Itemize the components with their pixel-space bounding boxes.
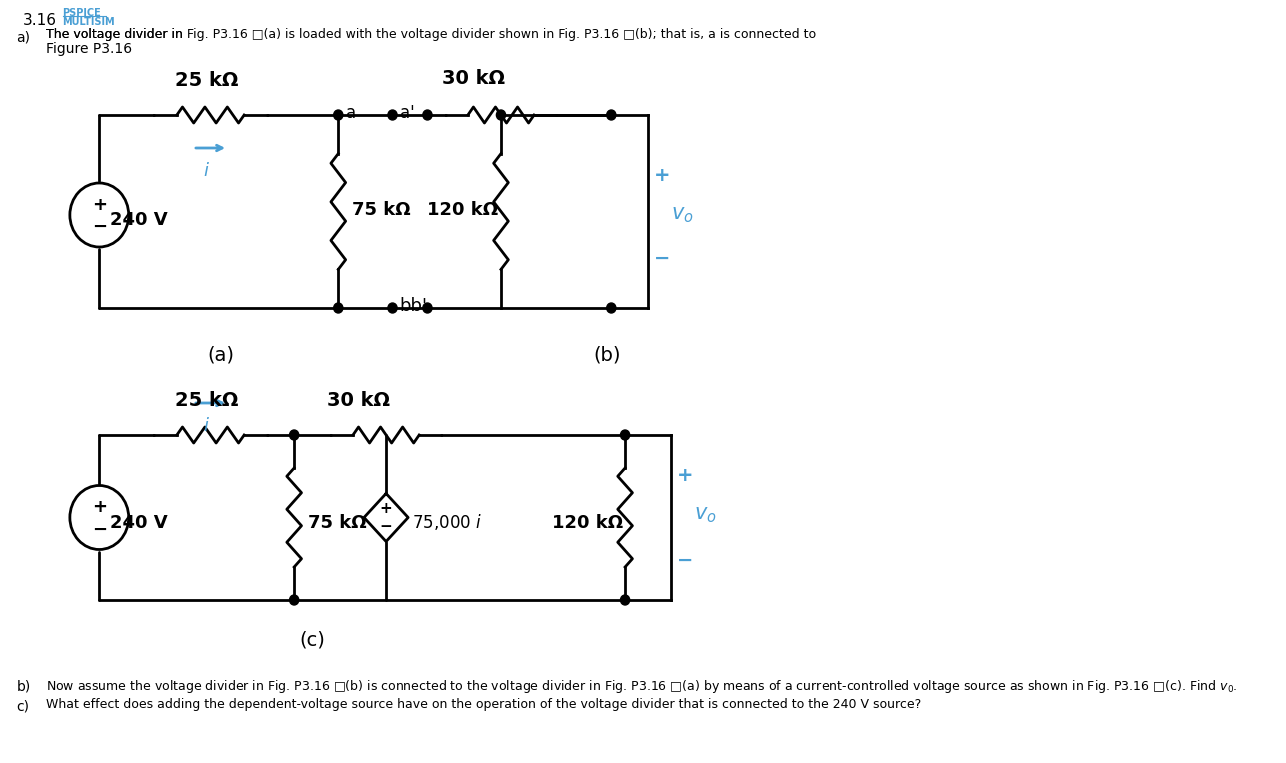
Circle shape	[607, 303, 616, 313]
Circle shape	[388, 303, 397, 313]
Text: −: −	[91, 218, 107, 236]
Text: b): b)	[17, 680, 31, 694]
Circle shape	[496, 110, 505, 120]
Circle shape	[607, 110, 616, 120]
Text: 240 V: 240 V	[111, 513, 168, 532]
Text: 75 kΩ: 75 kΩ	[352, 201, 410, 219]
Text: (a): (a)	[207, 345, 234, 364]
Text: 3.16: 3.16	[23, 13, 57, 28]
Text: The voltage divider in: The voltage divider in	[46, 28, 186, 41]
Text: −: −	[91, 520, 107, 539]
Text: 30 kΩ: 30 kΩ	[442, 69, 505, 88]
Text: −: −	[653, 249, 670, 268]
Text: −: −	[676, 550, 693, 569]
Circle shape	[620, 595, 630, 605]
Text: (c): (c)	[300, 630, 325, 649]
Text: +: +	[91, 498, 107, 517]
Text: a): a)	[17, 30, 31, 44]
Text: What effect does adding the dependent-voltage source have on the operation of th: What effect does adding the dependent-vo…	[46, 698, 921, 711]
Text: a': a'	[400, 104, 414, 122]
Text: 75,000 $i$: 75,000 $i$	[412, 513, 482, 533]
Text: 30 kΩ: 30 kΩ	[327, 391, 390, 410]
Circle shape	[388, 110, 397, 120]
Text: 25 kΩ: 25 kΩ	[175, 391, 238, 410]
Text: 120 kΩ: 120 kΩ	[552, 513, 622, 532]
Text: MULTISIM: MULTISIM	[63, 17, 116, 27]
Text: Figure P3.16: Figure P3.16	[46, 42, 132, 56]
Circle shape	[620, 430, 630, 440]
Text: 25 kΩ: 25 kΩ	[175, 71, 238, 90]
Text: $v_o$: $v_o$	[671, 205, 693, 225]
Text: bb': bb'	[400, 297, 428, 315]
Text: 120 kΩ: 120 kΩ	[427, 201, 499, 219]
Text: The voltage divider in Fig. P3.16 □(a) is loaded with the voltage divider shown : The voltage divider in Fig. P3.16 □(a) i…	[46, 28, 820, 41]
Text: +: +	[653, 166, 670, 185]
Text: (b): (b)	[593, 345, 620, 364]
Text: $i$: $i$	[203, 162, 211, 180]
Text: a: a	[346, 104, 356, 122]
Text: c): c)	[17, 700, 30, 714]
Circle shape	[289, 430, 298, 440]
Circle shape	[423, 303, 432, 313]
Text: 240 V: 240 V	[111, 211, 168, 229]
Text: $i$: $i$	[203, 417, 211, 435]
Text: $v_o$: $v_o$	[694, 505, 716, 525]
Text: 75 kΩ: 75 kΩ	[307, 513, 367, 532]
Text: +: +	[91, 196, 107, 214]
Circle shape	[289, 595, 298, 605]
Circle shape	[333, 303, 343, 313]
Text: −: −	[379, 519, 392, 534]
Text: PSPICE: PSPICE	[63, 8, 102, 18]
Circle shape	[423, 110, 432, 120]
Text: Now assume the voltage divider in Fig. P3.16 □(b) is connected to the voltage di: Now assume the voltage divider in Fig. P…	[46, 678, 1237, 695]
Circle shape	[333, 110, 343, 120]
Text: +: +	[676, 465, 693, 485]
Text: +: +	[379, 501, 392, 516]
